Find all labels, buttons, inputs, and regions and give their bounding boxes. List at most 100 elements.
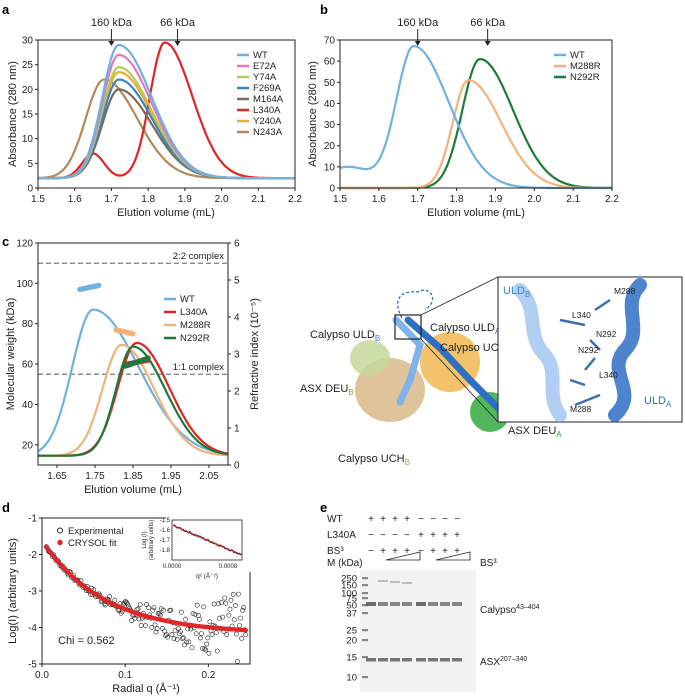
legend-swatch	[57, 539, 63, 546]
y-tick-label: 20	[22, 85, 34, 96]
experimental-point	[179, 636, 185, 641]
x-tick-label: 1.8	[141, 194, 155, 205]
experimental-point	[162, 628, 167, 634]
experimental-point	[174, 637, 180, 642]
gel-lane-mark: −	[368, 530, 374, 541]
y-tick-label: -3	[28, 587, 37, 598]
experimental-point	[207, 619, 213, 625]
y-tick-label: 40	[324, 99, 336, 110]
inset-y-tick-label: -1.5	[160, 518, 171, 524]
panel-d-xlabel: Radial q (Å⁻¹)	[112, 682, 180, 695]
panel-c-chart: 2:2 complex 1:1 complex 1.65 1.75 1.85 1.95 2…	[5, 239, 261, 497]
experimental-point	[222, 595, 228, 601]
experimental-point	[192, 612, 198, 617]
inset-xlabel: q² (Å⁻²)	[196, 571, 218, 580]
experimental-point	[124, 600, 129, 605]
y-tick-label: 20	[324, 141, 336, 152]
legend-entry: WT	[253, 50, 268, 61]
experimental-point	[165, 634, 171, 640]
zoom-label-uld-a: ULDA	[644, 395, 672, 409]
gel-lane-mark: +	[454, 546, 460, 557]
zoom-res-m288-bottom: M288	[570, 404, 592, 414]
y-tick-label: -1	[28, 514, 37, 525]
gel-mw-label: 75	[346, 594, 357, 605]
gel-band-calypso	[378, 602, 388, 606]
zoom-helix-a	[608, 278, 647, 422]
mw-point	[130, 331, 136, 337]
deu-b-domain	[350, 340, 390, 376]
y2-tick-label: 5	[234, 276, 240, 287]
gel-lane-mark: −	[380, 530, 386, 541]
zoom-res-n292-top: N292	[596, 329, 617, 339]
gel-band-asx	[378, 658, 388, 662]
ri-line-n292r	[38, 345, 229, 457]
legend-entry: Y74A	[253, 72, 277, 83]
y-tick-label: 120	[16, 239, 33, 250]
y-tick-label: 0	[27, 184, 33, 195]
x-tick-label: 1.5	[333, 194, 347, 205]
experimental-point	[194, 602, 200, 608]
zoom-connector-top	[420, 276, 499, 316]
gel-lane-mark: +	[404, 514, 410, 525]
experimental-point	[240, 607, 246, 613]
series-line-wt	[38, 43, 295, 180]
panel-letter-c: c	[2, 234, 9, 249]
experimental-point	[121, 600, 127, 606]
experimental-point	[230, 591, 236, 597]
bs3-wedge-wt	[385, 551, 421, 561]
panel-b-xlabel: Elution volume (mL)	[427, 207, 525, 219]
gel-asx-label: ASX207–340	[480, 656, 527, 668]
y-tick-label: 25	[22, 60, 34, 71]
y-tick-label: 60	[22, 360, 34, 371]
panel-c-xlabel: Elution volume (mL)	[84, 484, 182, 496]
legend-entry: M288R	[570, 61, 601, 72]
gel-band-asx	[428, 658, 438, 662]
legend-entry: F269A	[253, 83, 282, 94]
gel-marker-band	[362, 577, 368, 580]
zoom-res-l340-bottom: L340	[599, 370, 618, 380]
x-tick-label: 2.05	[199, 471, 219, 482]
experimental-point	[193, 631, 199, 636]
zoom-res-n292-bottom: N292	[578, 345, 599, 355]
legend-entry: WT	[570, 50, 585, 61]
y-tick-label: 100	[16, 279, 33, 290]
experimental-point	[175, 626, 181, 632]
y2-tick-label: 6	[234, 239, 240, 250]
experimental-point	[136, 616, 142, 622]
legend-entry: M288R	[180, 320, 211, 331]
experimental-point	[143, 623, 148, 628]
uld-helix-a	[404, 316, 504, 414]
legend-entry: N243A	[253, 127, 283, 138]
experimental-point	[204, 641, 210, 647]
experimental-point	[102, 602, 108, 608]
legend-entry: E72A	[253, 61, 277, 72]
inset-y-tick-label: -1.6	[160, 528, 171, 534]
gel-band-calypso	[452, 602, 462, 606]
size-marker-arrowhead	[108, 41, 115, 46]
gel-marker-band	[362, 629, 368, 632]
panel-a-xlabel: Elution volume (mL)	[117, 207, 215, 219]
experimental-point	[137, 602, 143, 607]
y2-tick-label: 4	[234, 313, 240, 324]
gel-lane-mark: +	[380, 546, 386, 557]
y-tick-label: 10	[324, 162, 336, 173]
experimental-point	[181, 635, 186, 641]
label-uch-b: Calypso UCHB	[338, 453, 410, 467]
inset-frame	[171, 519, 243, 561]
experimental-point	[233, 631, 239, 637]
y2-tick-label: 3	[234, 350, 240, 361]
gel-band-asx	[416, 658, 426, 662]
ri-line-wt	[37, 308, 229, 455]
experimental-point	[243, 632, 249, 638]
experimental-point	[146, 605, 151, 610]
experimental-point	[199, 631, 204, 636]
experimental-point	[138, 623, 144, 628]
gel-row-label: BS³	[327, 546, 344, 557]
experimental-point	[232, 603, 238, 608]
series-line-m288r	[340, 79, 612, 190]
gel-band-calypso	[416, 602, 426, 606]
experimental-point	[224, 632, 230, 637]
x-tick-label: 1.85	[123, 471, 143, 482]
